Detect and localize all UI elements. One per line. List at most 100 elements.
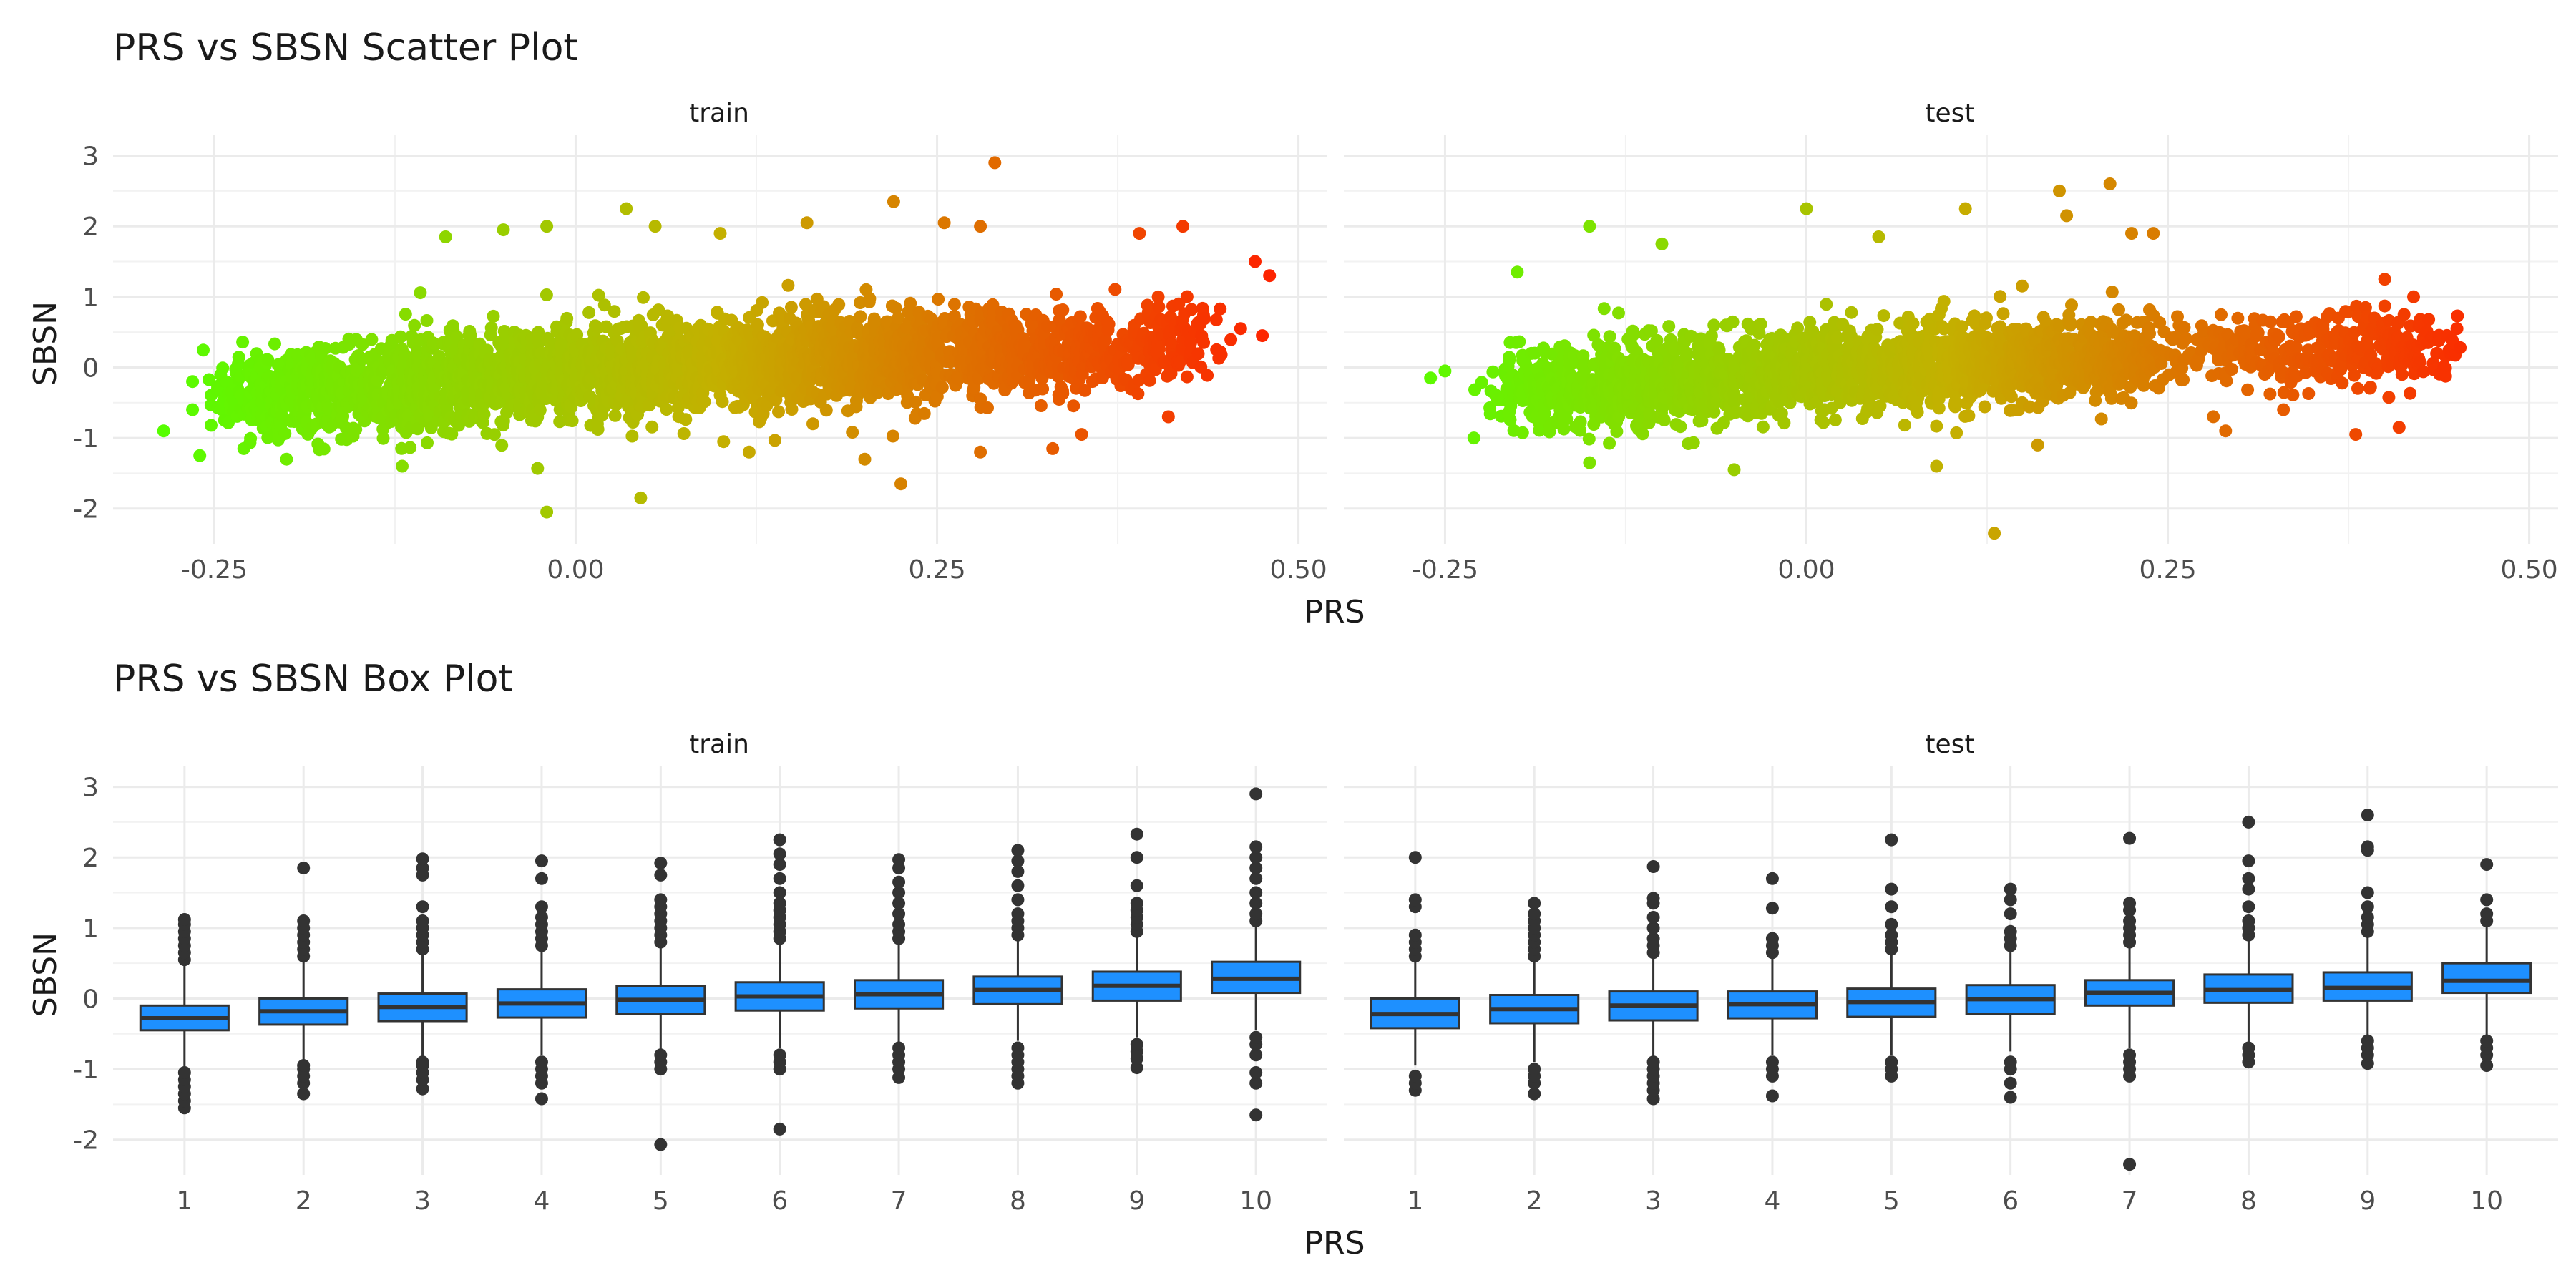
scatter-point	[1603, 330, 1616, 343]
scatter-point	[1046, 441, 1060, 455]
scatter-point	[819, 404, 833, 417]
scatter-point	[540, 220, 554, 233]
scatter-point	[1172, 297, 1186, 311]
scatter-point	[1674, 420, 1687, 434]
scatter-point	[1587, 328, 1601, 342]
scatter-point	[1727, 395, 1741, 409]
scatter-point	[2060, 209, 2074, 223]
scatter-point	[863, 292, 877, 306]
scatter-point	[408, 318, 421, 332]
scatter-point	[236, 336, 250, 349]
box-strip-test: test	[1925, 730, 1974, 759]
scatter-point	[974, 445, 987, 459]
scatter-point	[1672, 405, 1686, 419]
scatter-point	[1161, 410, 1175, 424]
scatter-point	[1872, 230, 1885, 243]
scatter-x-tick-label: 0.00	[547, 555, 604, 585]
scatter-point	[1817, 416, 1830, 429]
scatter-point	[1707, 405, 1721, 419]
scatter-point	[1143, 374, 1156, 387]
scatter-point	[2065, 298, 2078, 312]
scatter-point	[1626, 328, 1639, 342]
scatter-point	[1019, 336, 1033, 350]
scatter-point	[832, 298, 846, 311]
scatter-point	[1603, 436, 1616, 450]
scatter-point	[1898, 419, 1911, 432]
scatter-point	[806, 417, 819, 431]
box-plot-title: PRS vs SBSN Box Plot	[113, 658, 513, 701]
scatter-point	[1224, 333, 1238, 346]
scatter-point	[608, 409, 622, 422]
scatter-point	[1467, 431, 1480, 445]
scatter-point	[1424, 371, 1438, 385]
scatter-point	[1680, 346, 1694, 360]
scatter-point	[1197, 336, 1211, 349]
scatter-point	[1950, 426, 1963, 439]
scatter-point	[785, 403, 799, 416]
scatter-point	[800, 216, 814, 230]
scatter-point	[886, 429, 899, 443]
scatter-x-tick-label: 0.25	[908, 555, 965, 585]
scatter-point	[592, 288, 605, 302]
scatter-point	[887, 195, 900, 208]
scatter-point	[1932, 401, 1946, 415]
scatter-point	[1574, 415, 1587, 429]
scatter-point	[531, 462, 545, 475]
scatter-point	[742, 445, 756, 459]
scatter-point	[1209, 313, 1223, 326]
box-y-axis-title: SBSN	[27, 932, 64, 1017]
scatter-point	[713, 227, 727, 240]
scatter-point	[2053, 184, 2066, 197]
scatter-x-tick-label: 0.00	[1777, 555, 1835, 585]
scatter-point	[784, 301, 798, 314]
scatter-point	[1820, 298, 1833, 311]
scatter-point	[932, 293, 945, 306]
scatter-point	[186, 375, 200, 389]
scatter-point	[1695, 414, 1709, 427]
scatter-point	[432, 350, 446, 363]
scatter-strip-train: train	[689, 99, 749, 128]
scatter-y-tick-label: -2	[73, 495, 99, 525]
scatter-point	[1067, 399, 1080, 413]
scatter-point	[394, 330, 407, 343]
scatter-point	[909, 395, 922, 409]
scatter-point	[570, 328, 584, 341]
scatter-point	[1133, 227, 1146, 240]
scatter-point	[1657, 414, 1671, 426]
scatter-point	[540, 505, 554, 519]
scatter-point	[1201, 369, 1214, 382]
scatter-point	[582, 306, 596, 319]
scatter-point	[858, 452, 872, 466]
scatter-point	[1180, 290, 1194, 303]
scatter-x-tick-label: -0.25	[181, 555, 248, 585]
scatter-point	[846, 426, 859, 439]
scatter-point	[648, 220, 662, 233]
scatter-point	[1930, 459, 1943, 473]
scatter-point	[1707, 318, 1721, 332]
scatter-y-tick-label: 0	[82, 353, 99, 383]
scatter-point	[421, 436, 434, 449]
scatter-point	[1256, 329, 1269, 343]
scatter-point	[452, 419, 465, 432]
scatter-point	[1828, 413, 1842, 426]
scatter-point	[1249, 255, 1262, 268]
scatter-point	[1516, 426, 1529, 439]
scatter-point	[1438, 364, 1452, 378]
scatter-point	[1075, 428, 1088, 441]
scatter-point	[717, 435, 731, 449]
scatter-point	[1152, 300, 1166, 313]
scatter-point	[974, 220, 987, 233]
scatter-point	[892, 311, 905, 325]
scatter-point	[1583, 220, 1596, 233]
scatter-point	[2084, 316, 2098, 329]
scatter-point	[365, 333, 379, 346]
scatter-point	[1687, 436, 1700, 449]
scatter-x-tick-label: 0.25	[2139, 555, 2196, 585]
scatter-point	[679, 413, 693, 426]
scatter-point	[1870, 323, 1884, 336]
scatter-point	[1948, 395, 1962, 409]
scatter-point	[947, 298, 961, 311]
scatter-point	[484, 321, 498, 335]
scatter-y-tick-label: 1	[82, 283, 99, 313]
scatter-point	[698, 395, 711, 409]
